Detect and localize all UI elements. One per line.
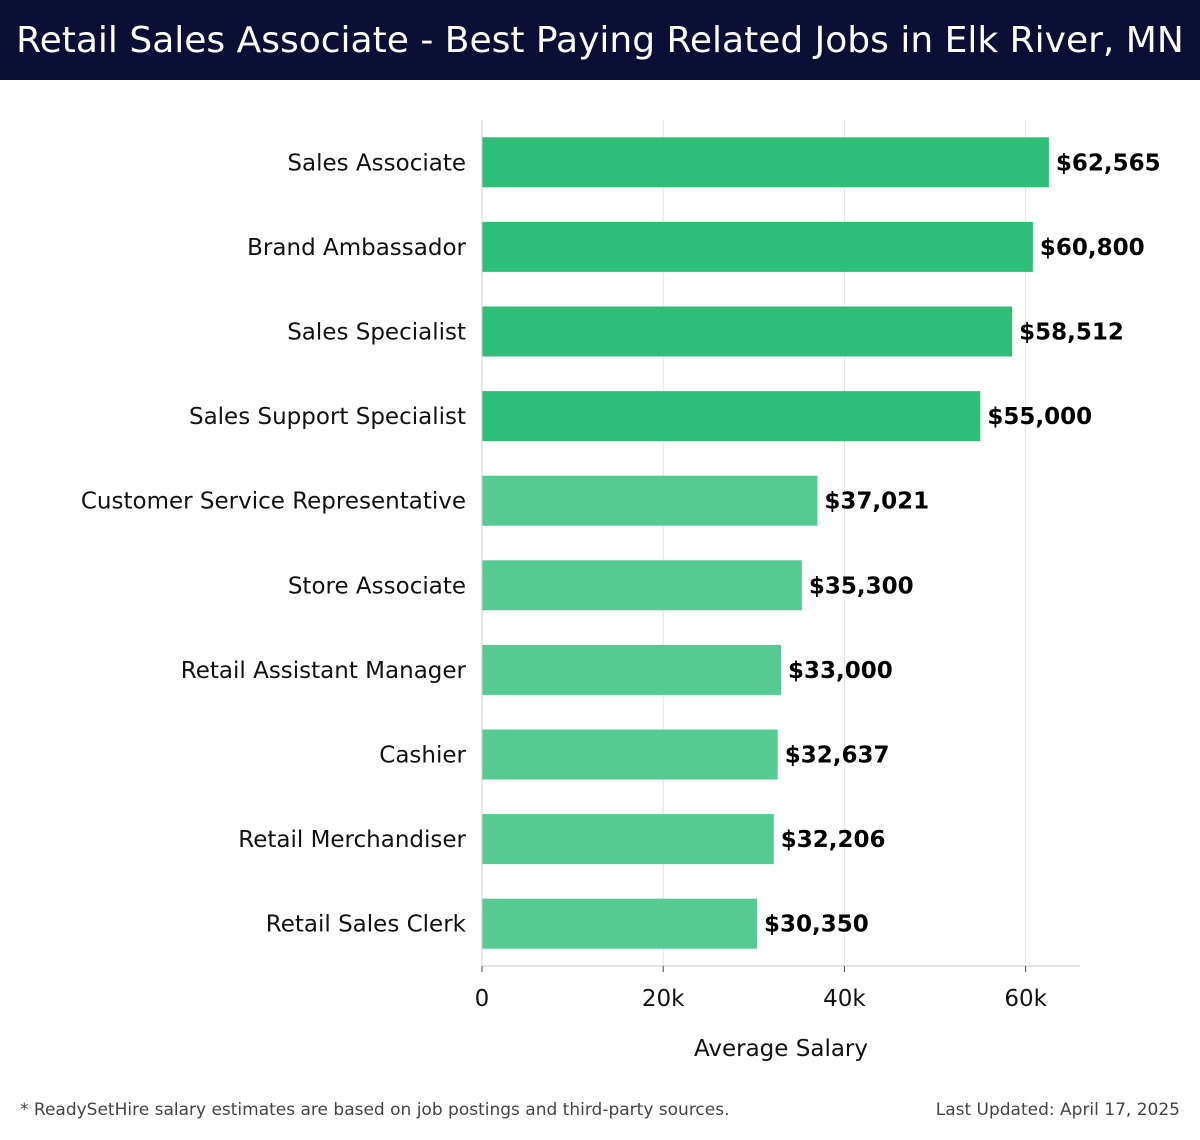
chart-header: Retail Sales Associate - Best Paying Rel… <box>0 0 1200 80</box>
value-label: $58,512 <box>1019 320 1124 346</box>
x-tick-label: 20k <box>642 986 685 1012</box>
category-label: Customer Service Representative <box>81 489 466 515</box>
chart-title: Retail Sales Associate - Best Paying Rel… <box>16 19 1184 61</box>
x-axis-title: Average Salary <box>694 1036 868 1062</box>
x-tick-label: 0 <box>475 986 490 1012</box>
value-label: $30,350 <box>764 912 869 938</box>
x-tick-label: 60k <box>1004 986 1047 1012</box>
category-label: Sales Specialist <box>287 320 466 346</box>
bar <box>482 814 774 865</box>
category-label: Store Associate <box>288 573 466 599</box>
bar <box>482 644 781 695</box>
bar <box>482 391 981 442</box>
value-label: $33,000 <box>788 658 893 684</box>
value-label: $32,206 <box>781 827 886 853</box>
category-label: Retail Merchandiser <box>238 827 466 853</box>
bar <box>482 560 802 611</box>
bar <box>482 306 1013 357</box>
x-tick-label: 40k <box>823 986 866 1012</box>
last-updated: Last Updated: April 17, 2025 <box>935 1100 1180 1120</box>
bar <box>482 475 818 526</box>
bar-chart: Sales Associate $62,565 Brand Ambassador $6… <box>81 120 1161 1062</box>
bar <box>482 221 1033 272</box>
value-label: $32,637 <box>785 743 890 769</box>
category-label: Retail Assistant Manager <box>181 658 467 684</box>
value-label: $62,565 <box>1056 150 1161 176</box>
bar <box>482 898 757 949</box>
value-label: $37,021 <box>824 489 929 515</box>
category-label: Retail Sales Clerk <box>266 912 467 938</box>
value-label: $35,300 <box>809 573 914 599</box>
value-label: $60,800 <box>1040 235 1145 261</box>
bar <box>482 729 778 780</box>
bar <box>482 137 1049 188</box>
footer-note: * ReadySetHire salary estimates are base… <box>20 1100 730 1120</box>
category-label: Sales Associate <box>287 150 466 176</box>
category-label: Sales Support Specialist <box>189 404 466 430</box>
category-label: Cashier <box>379 743 466 769</box>
value-label: $55,000 <box>987 404 1092 430</box>
category-label: Brand Ambassador <box>247 235 466 261</box>
